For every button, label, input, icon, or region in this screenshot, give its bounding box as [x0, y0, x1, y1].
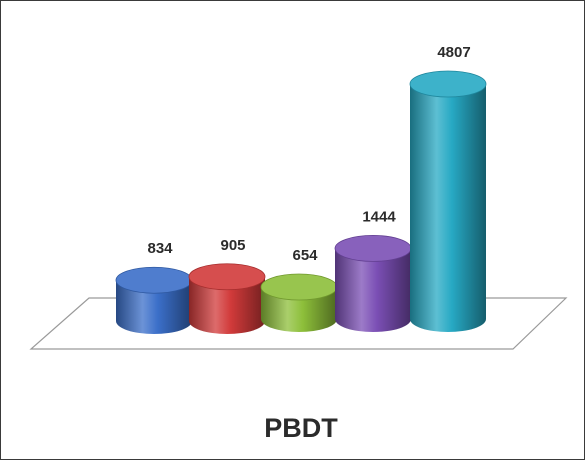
bar-5-top	[409, 70, 487, 98]
bar-1-top	[115, 266, 193, 294]
bar-3	[260, 273, 338, 332]
data-label-3: 654	[292, 247, 318, 264]
bar-5-body	[410, 84, 486, 332]
bar-2-top	[188, 263, 266, 291]
bar-2	[188, 263, 266, 334]
x-axis-title: PBDT	[264, 413, 338, 443]
bar-4	[334, 235, 412, 332]
bar-2-body	[189, 276, 265, 334]
bar-group	[115, 70, 487, 334]
data-label-1: 834	[147, 240, 173, 257]
bar-4-body	[335, 248, 411, 332]
bar-3-top	[260, 273, 338, 301]
bar-1	[115, 266, 193, 334]
bar-4-top	[334, 235, 412, 262]
data-label-5: 4807	[437, 44, 470, 61]
bar-5	[409, 70, 487, 332]
data-label-group: 834 905 654 1444 4807	[147, 44, 470, 264]
data-label-2: 905	[220, 237, 245, 254]
bar-1-body	[116, 280, 192, 334]
data-label-4: 1444	[362, 208, 396, 225]
